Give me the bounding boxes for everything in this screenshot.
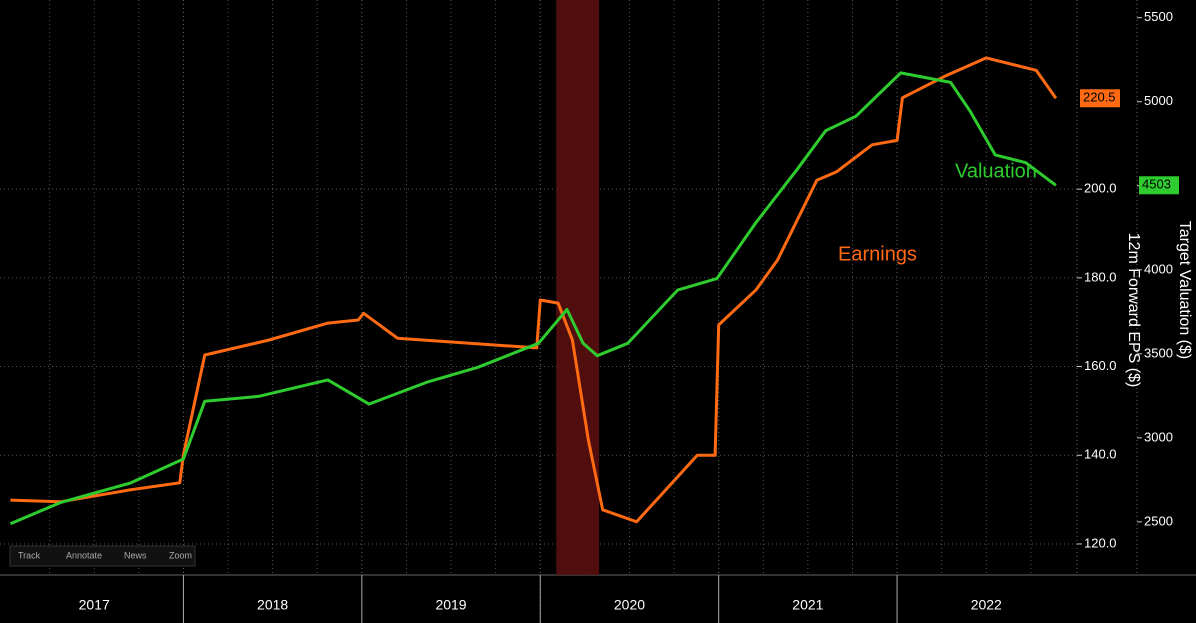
- y-tick-label: 180.0: [1084, 269, 1117, 284]
- toolbar-button[interactable]: News: [124, 550, 147, 560]
- toolbar-button[interactable]: Zoom: [169, 550, 192, 560]
- x-tick-label: 2018: [257, 597, 288, 613]
- last-value-label: 220.5: [1083, 90, 1116, 105]
- shade: [556, 0, 600, 575]
- y-tick-label: 120.0: [1084, 535, 1117, 550]
- y2-axis-label: Target Valuation ($): [1176, 221, 1193, 359]
- line: [9, 71, 1057, 526]
- y2-tick-label: 3000: [1144, 429, 1173, 444]
- y-tick-label: 200.0: [1084, 181, 1117, 196]
- last-value-box: [1080, 89, 1120, 108]
- last-value-label: 4503: [1142, 177, 1171, 192]
- toolbar-button[interactable]: Annotate: [66, 550, 102, 560]
- y2-tick-label: 4000: [1144, 261, 1173, 276]
- last-value-box: [1139, 176, 1179, 195]
- x-tick-label: 2017: [79, 597, 110, 613]
- x-tick-label: 2020: [614, 597, 645, 613]
- toolbar-button[interactable]: Track: [18, 550, 41, 560]
- series-label: Earnings: [838, 243, 917, 265]
- x-tick-label: 2022: [971, 597, 1002, 613]
- y2-tick-label: 2500: [1144, 513, 1173, 528]
- y-tick-label: 160.0: [1084, 358, 1117, 373]
- x-tick-label: 2021: [792, 597, 823, 613]
- y2-tick-label: 5500: [1144, 9, 1173, 24]
- line: [10, 56, 1058, 524]
- y2-tick-label: 3500: [1144, 345, 1173, 360]
- y-tick-label: 140.0: [1084, 447, 1117, 462]
- x-tick-label: 2019: [435, 597, 466, 613]
- toolbar: [9, 545, 196, 567]
- series-label: Valuation: [955, 160, 1037, 182]
- y2-tick-label: 5000: [1144, 93, 1173, 108]
- y-axis-label: 12m Forward EPS ($): [1125, 233, 1142, 388]
